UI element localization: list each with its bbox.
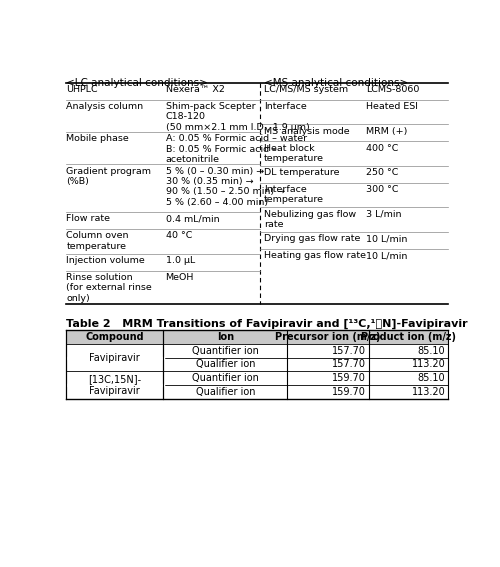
Text: DL temperature: DL temperature [264,168,340,177]
Text: Gradient program
(%B): Gradient program (%B) [66,167,152,186]
Text: 400 °C: 400 °C [366,143,398,153]
Text: Heated ESI: Heated ESI [366,102,418,111]
Text: 85.10: 85.10 [418,346,446,356]
Text: <LC analytical conditions>: <LC analytical conditions> [66,78,208,88]
Text: 159.70: 159.70 [332,387,366,397]
Text: Nebulizing gas flow
rate: Nebulizing gas flow rate [264,210,356,229]
Text: Compound: Compound [86,332,144,342]
Text: UHPLC: UHPLC [66,85,98,94]
Text: LC/MS/MS system: LC/MS/MS system [264,85,348,94]
Text: Quantifier ion: Quantifier ion [192,373,258,383]
Text: 300 °C: 300 °C [366,185,399,194]
Text: 0.4 mL/min: 0.4 mL/min [166,214,219,223]
Text: 159.70: 159.70 [332,373,366,383]
Bar [66,330,448,344]
Text: Precursor ion (m/z): Precursor ion (m/z) [275,332,380,342]
Text: 10 L/min: 10 L/min [366,234,408,243]
Text: 5 % (0 – 0.30 min) →
30 % (0.35 min) →
90 % (1.50 – 2.50 min) →
5 % (2.60 – 4.00: 5 % (0 – 0.30 min) → 30 % (0.35 min) → 9… [166,167,284,207]
Text: MeOH: MeOH [166,273,194,282]
Text: Drying gas flow rate: Drying gas flow rate [264,234,360,243]
Text: Qualifier ion: Qualifier ion [196,359,255,370]
Text: Column oven
temperature: Column oven temperature [66,231,129,251]
Text: Injection volume: Injection volume [66,256,145,265]
Text: MRM (+): MRM (+) [366,126,408,136]
Text: 85.10: 85.10 [418,373,446,383]
Text: 113.20: 113.20 [412,387,446,397]
Text: Flow rate: Flow rate [66,214,110,223]
Text: Analysis column: Analysis column [66,102,144,111]
Text: Product ion (m/z): Product ion (m/z) [361,332,456,342]
Text: Rinse solution
(for external rinse
only): Rinse solution (for external rinse only) [66,273,152,303]
Text: 40 °C: 40 °C [166,231,192,240]
Text: 3 L/min: 3 L/min [366,210,402,219]
Text: Table 2   MRM Transitions of Favipiravir and [¹³C,¹㖵N]-Favipiravir: Table 2 MRM Transitions of Favipiravir a… [66,318,468,328]
Text: 157.70: 157.70 [332,346,366,356]
Text: Mobile phase: Mobile phase [66,134,129,143]
Text: Qualifier ion: Qualifier ion [196,387,255,397]
Text: 10 L/min: 10 L/min [366,251,408,260]
Text: <MS analytical conditions>: <MS analytical conditions> [264,78,408,88]
Text: 1.0 μL: 1.0 μL [166,256,195,265]
Text: 113.20: 113.20 [412,359,446,370]
Text: Ion: Ion [216,332,234,342]
Text: 250 °C: 250 °C [366,168,398,177]
Text: Shim-pack Scepter
C18-120
(50 mm×2.1 mm I.D., 1.9 μm): Shim-pack Scepter C18-120 (50 mm×2.1 mm … [166,102,310,132]
Text: Heat block
temperature: Heat block temperature [264,143,324,163]
Text: Nexera™ X2: Nexera™ X2 [166,85,224,94]
Text: Favipiravir: Favipiravir [90,353,140,362]
Text: [13C,15N]-
Favipiravir: [13C,15N]- Favipiravir [88,374,142,396]
Text: Quantifier ion: Quantifier ion [192,346,258,356]
Text: Heating gas flow rate: Heating gas flow rate [264,251,366,260]
Text: A: 0.05 % Formic acid – water
B: 0.05 % Formic acid –
acetonitrile: A: 0.05 % Formic acid – water B: 0.05 % … [166,134,306,164]
Text: Interface
temperature: Interface temperature [264,185,324,205]
Text: MS analysis mode: MS analysis mode [264,126,350,136]
Text: Interface: Interface [264,102,307,111]
Text: LCMS-8060: LCMS-8060 [366,85,420,94]
Text: 157.70: 157.70 [332,359,366,370]
